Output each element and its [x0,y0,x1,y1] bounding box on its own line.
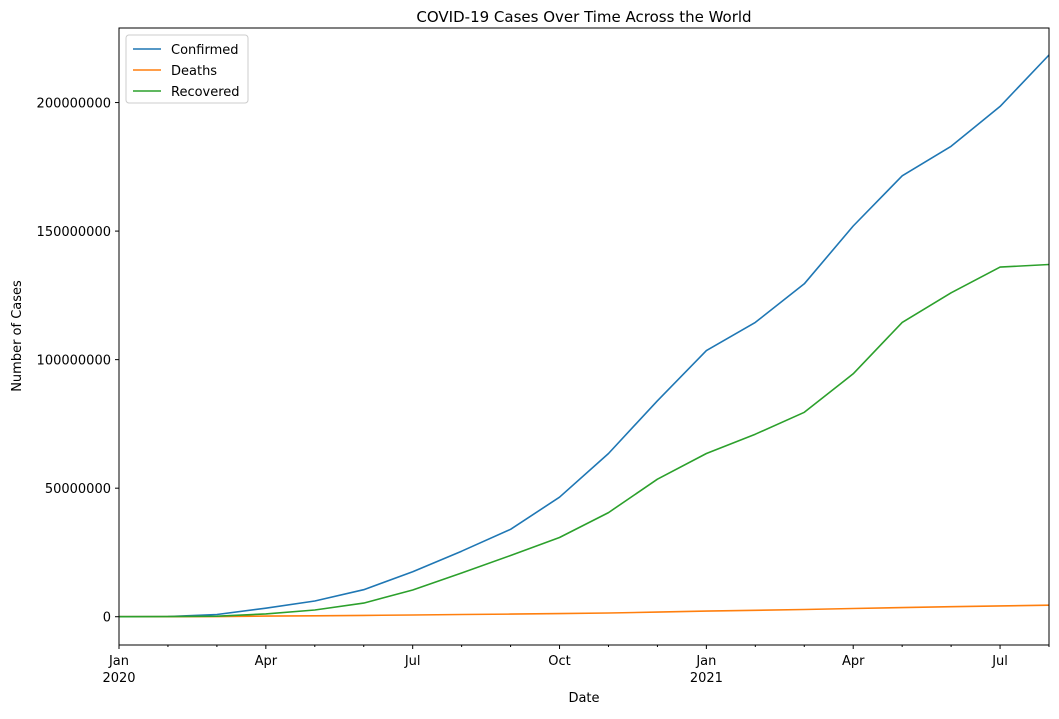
y-tick-label: 50000000 [45,482,111,497]
series-line-recovered [118,263,1050,618]
x-tick-label: Jul [404,654,421,669]
legend-label-deaths: Deaths [171,64,217,79]
chart-title: COVID-19 Cases Over Time Across the Worl… [416,8,751,26]
y-tick-label: 100000000 [37,354,111,369]
plot-area [118,54,1050,618]
x-tick-sublabel: 2021 [690,671,723,686]
x-tick-label: Apr [255,654,278,669]
legend-label-recovered: Recovered [171,85,240,100]
x-tick-label: Jul [991,654,1008,669]
y-tick-label: 200000000 [37,97,111,112]
series-line-deaths [119,604,1050,618]
plot-frame [118,27,1050,646]
y-axis-label: Number of Cases [10,280,25,392]
x-tick-label: Jan [108,654,129,669]
y-tick-label: 150000000 [37,225,111,240]
x-tick-label: Jan [695,654,716,669]
legend: Confirmed Deaths Recovered [125,34,249,104]
series-line-confirmed [118,54,1050,618]
legend-label-confirmed: Confirmed [171,43,239,58]
y-tick-label: 0 [103,611,111,626]
x-tick-label: Apr [842,654,865,669]
x-tick-sublabel: 2020 [102,671,135,686]
y-axis: 0 50000000 100000000 150000000 200000000 [37,97,119,626]
legend-box [125,34,249,104]
x-axis-label: Date [568,691,599,706]
x-tick-label: Oct [548,654,570,669]
x-axis: Jan 2020 Apr Jul Oct Jan 2021 Apr Jul [102,645,1050,686]
